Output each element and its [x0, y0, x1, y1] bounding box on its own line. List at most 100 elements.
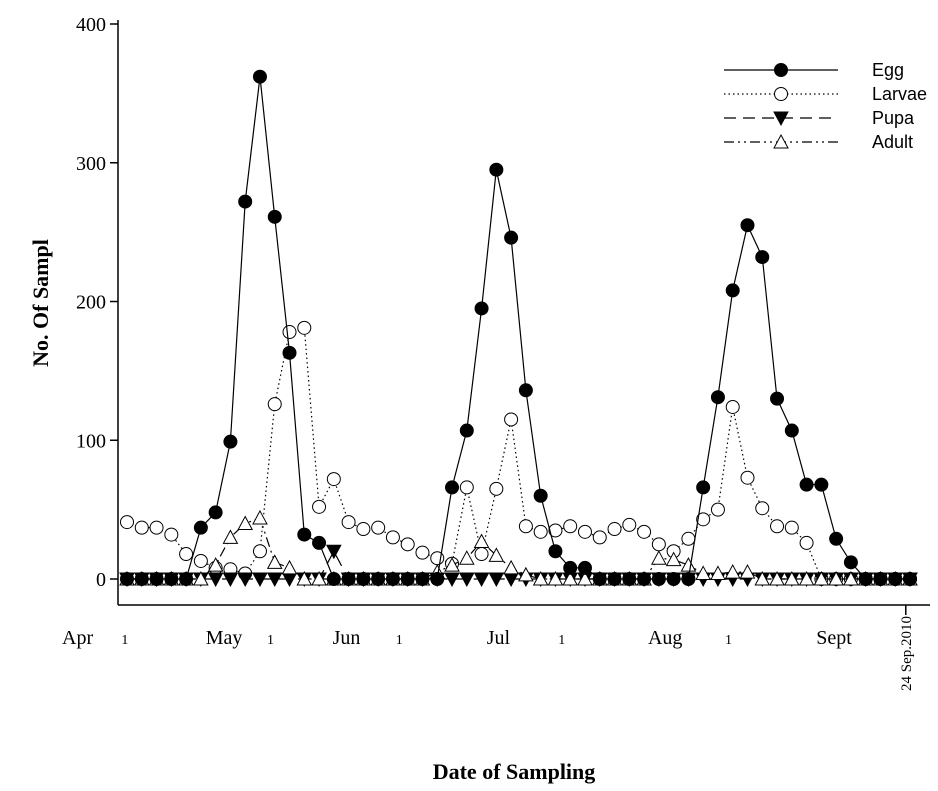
data-point-larvae: [622, 517, 637, 532]
data-point-egg: [415, 572, 430, 586]
x-tick-label: 1: [725, 633, 732, 648]
data-point-egg: [533, 488, 548, 503]
data-point-egg: [710, 390, 725, 405]
data-point-egg: [548, 544, 563, 559]
data-point-larvae: [770, 519, 785, 534]
data-point-egg: [858, 572, 873, 586]
data-point-egg: [164, 572, 179, 586]
data-point-adult: [739, 564, 756, 579]
data-point-adult: [665, 551, 682, 567]
data-point-larvae: [592, 530, 607, 545]
data-point-larvae: [120, 515, 134, 530]
data-point-larvae: [134, 520, 149, 535]
data-point-larvae: [489, 481, 504, 496]
data-point-adult: [828, 570, 844, 586]
axes-layer: 0 100 200 300 400 Apr 1 May 1 Jun 1 Jul 1 Aug 1 Sept 24 …: [62, 14, 930, 691]
data-point-egg: [888, 572, 903, 586]
data-point-egg: [563, 560, 578, 575]
data-point-adult: [444, 557, 460, 572]
data-point-adult: [458, 550, 475, 565]
data-point-adult: [843, 570, 859, 586]
data-point-larvae: [518, 519, 533, 534]
series-layer: [119, 69, 918, 588]
data-point-egg: [400, 572, 415, 586]
data-point-adult: [281, 559, 298, 575]
data-point-pupa: [444, 572, 460, 588]
data-point-egg: [666, 572, 681, 586]
data-point-adult: [518, 566, 534, 582]
data-point-adult: [473, 533, 490, 549]
data-point-adult: [296, 570, 313, 586]
data-point-larvae: [371, 520, 386, 535]
data-point-adult: [207, 557, 224, 572]
legend-marker-egg: [774, 63, 788, 77]
data-point-egg: [681, 572, 696, 586]
data-point-larvae: [710, 502, 725, 517]
y-tick-label: 0: [96, 569, 106, 591]
data-point-egg: [577, 560, 592, 575]
series-egg: [120, 69, 917, 586]
data-point-larvae: [799, 535, 814, 550]
data-point-egg: [607, 572, 622, 586]
data-point-adult: [562, 570, 579, 586]
data-point-adult: [651, 550, 667, 565]
data-point-larvae: [651, 537, 666, 552]
data-point-larvae: [607, 522, 622, 537]
data-point-egg: [696, 480, 711, 495]
data-point-larvae: [577, 524, 592, 539]
data-point-egg: [356, 572, 371, 586]
legend-marker-pupa: [773, 111, 789, 127]
data-point-adult: [754, 570, 771, 586]
data-point-egg: [843, 555, 858, 570]
series-line-egg: [127, 76, 910, 580]
data-point-larvae: [784, 520, 799, 535]
data-point-larvae: [459, 480, 474, 495]
data-point-adult: [252, 509, 268, 525]
data-point-egg: [755, 250, 770, 265]
data-point-larvae: [385, 530, 400, 545]
data-point-egg: [651, 572, 666, 586]
end-date-label: 24 Sep.2010: [899, 616, 915, 691]
x-tick-label: Aug: [648, 627, 682, 649]
x-tick-label: 1: [121, 633, 128, 648]
data-point-egg: [193, 520, 208, 535]
series-pupa: [119, 544, 918, 588]
data-point-egg: [312, 535, 327, 550]
data-point-egg: [637, 572, 652, 586]
data-point-adult: [193, 570, 209, 586]
data-point-egg: [385, 572, 400, 586]
y-tick-label: 400: [76, 14, 106, 36]
data-point-adult: [488, 547, 505, 562]
data-point-larvae: [696, 512, 711, 527]
data-point-larvae: [164, 527, 179, 542]
data-point-larvae: [548, 523, 563, 538]
data-point-egg: [223, 434, 238, 449]
data-point-adult: [532, 570, 549, 586]
data-point-pupa: [488, 572, 505, 588]
data-point-egg: [518, 383, 533, 398]
data-point-adult: [798, 570, 815, 586]
data-point-egg: [740, 218, 755, 233]
legend-marker-larvae: [774, 87, 788, 101]
data-point-adult: [311, 570, 327, 586]
data-point-egg: [784, 423, 799, 438]
data-point-adult: [813, 570, 830, 586]
series-larvae: [120, 320, 917, 586]
x-tick-label: 1: [396, 633, 403, 648]
data-point-egg: [799, 477, 814, 492]
x-axis-title: Date of Sampling: [433, 759, 596, 784]
data-point-egg: [903, 572, 917, 586]
legend-marker-adult: [773, 133, 789, 149]
x-tick-label: Sept: [816, 627, 852, 649]
y-tick-label: 100: [76, 430, 106, 452]
data-point-larvae: [341, 515, 356, 530]
data-point-larvae: [563, 519, 578, 534]
data-point-larvae: [326, 472, 341, 487]
x-tick-label: May: [206, 627, 243, 649]
data-point-pupa: [252, 572, 268, 588]
data-point-egg: [371, 572, 386, 586]
data-point-pupa: [458, 572, 475, 588]
data-point-larvae: [312, 499, 327, 514]
y-axis-title: No. Of Sampl: [28, 239, 53, 367]
